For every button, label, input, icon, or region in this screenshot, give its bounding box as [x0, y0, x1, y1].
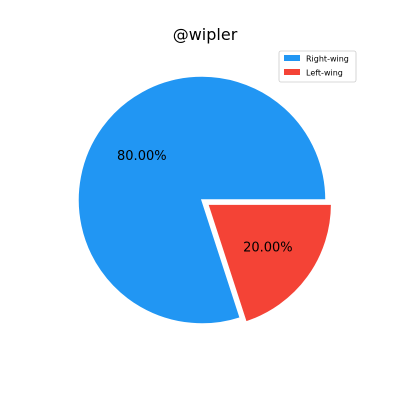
pie-slice-left-wing [206, 203, 333, 323]
pie-label-left-wing: 20.00% [243, 240, 293, 255]
chart-title: @wipler [173, 25, 238, 44]
pie-slice-labels: 80.00% 20.00% [117, 149, 293, 256]
legend-label-right-wing: Right-wing [306, 55, 349, 64]
pie-slices [77, 75, 333, 325]
pie-slice-right-wing [77, 75, 327, 325]
legend: Right-wing Left-wing [278, 50, 357, 83]
pie-label-right-wing: 80.00% [117, 149, 167, 164]
legend-swatch-right-wing [284, 55, 300, 61]
legend-swatch-left-wing [284, 69, 300, 75]
legend-label-left-wing: Left-wing [306, 69, 343, 78]
